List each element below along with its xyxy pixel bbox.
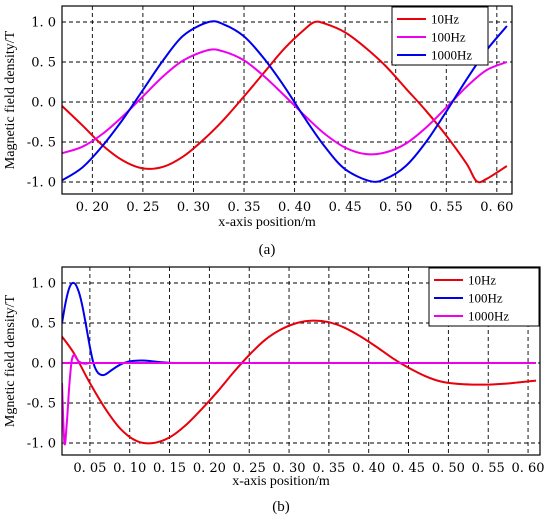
y-axis-title-a: Magnetic field density/T [3, 30, 18, 169]
series-line-a-100hz [62, 48, 508, 156]
plot-frame-a [61, 5, 513, 195]
y-tick-label-b-2: 0. 0 [31, 357, 56, 372]
x-tick-label-b-2: 0. 15 [153, 461, 186, 476]
y-tick-label-a-1: 0. 5 [31, 56, 56, 71]
series-line-b-10hz [62, 319, 537, 445]
x-tick-label-b-7: 0. 40 [352, 461, 385, 476]
plot-frame-b [61, 266, 541, 456]
x-tick-label-a-4: 0. 40 [278, 200, 311, 215]
series-line-b-1000hz [62, 353, 536, 446]
x-tick-label-b-4: 0. 25 [233, 461, 266, 476]
x-tick-label-a-3: 0. 35 [227, 200, 260, 215]
legend-label-b-100hz: 100Hz [468, 291, 503, 306]
legend-label-b-10hz: 10Hz [468, 273, 496, 288]
x-tick-label-b-11: 0. 60 [512, 461, 545, 476]
x-tick-label-a-2: 0. 30 [177, 200, 210, 215]
x-tick-label-a-1: 0. 25 [126, 200, 159, 215]
x-tick-label-a-8: 0. 60 [480, 200, 513, 215]
panel-label-a: (a) [259, 242, 276, 258]
x-tick-labels-b: 0. 05 0. 10 0. 15 0. 20 0. 25 0. 30 0. 35 0. 40… [73, 461, 544, 476]
y-tick-label-b-0: 1. 0 [31, 277, 56, 292]
x-tick-label-a-6: 0. 50 [379, 200, 412, 215]
y-tick-labels-b: 1. 0 0. 5 0. 0 -0. 5 -1. 0 [27, 277, 56, 452]
legend-label-a-10hz: 10Hz [431, 12, 459, 27]
x-tick-label-b-8: 0. 45 [392, 461, 425, 476]
panel-label-b: (b) [272, 499, 290, 515]
x-axis-title-b: x-axis position/m [232, 474, 330, 489]
chart-panel-a: 0. 20 0. 25 0. 30 0. 35 0. 40 0. 45 0. 50 0. 55… [3, 5, 514, 258]
legend-a: 10Hz 100Hz 1000Hz [391, 6, 489, 66]
chart-panel-b: 0. 05 0. 10 0. 15 0. 20 0. 25 0. 30 0. 35 0. 40… [3, 266, 545, 515]
x-tick-label-b-10: 0. 55 [472, 461, 505, 476]
y-tick-label-a-2: 0. 0 [31, 96, 56, 111]
x-tick-labels-a: 0. 20 0. 25 0. 30 0. 35 0. 40 0. 45 0. 50 0. 55… [76, 200, 514, 215]
legend-b: 10Hz 100Hz 1000Hz [428, 267, 540, 327]
legend-label-b-1000hz: 1000Hz [468, 309, 509, 324]
series-line-a-1000hz [62, 20, 508, 183]
x-tick-label-b-1: 0. 10 [113, 461, 146, 476]
series-line-a-10hz [62, 20, 508, 184]
legend-label-a-100hz: 100Hz [431, 30, 466, 45]
series-group-a [62, 20, 508, 184]
y-tick-label-a-0: 1. 0 [31, 16, 56, 31]
y-tick-label-a-3: -0. 5 [27, 136, 56, 151]
x-tick-label-b-5: 0. 30 [273, 461, 306, 476]
y-axis-title-b: Mgnetic field density/T [3, 294, 18, 427]
x-tick-label-a-0: 0. 20 [76, 200, 109, 215]
y-tick-label-a-4: -1. 0 [27, 176, 56, 191]
y-tick-labels-a: 1. 0 0. 5 0. 0 -0. 5 -1. 0 [27, 16, 56, 191]
x-tick-label-a-5: 0. 45 [329, 200, 362, 215]
y-tick-label-b-1: 0. 5 [31, 317, 56, 332]
legend-label-a-1000hz: 1000Hz [431, 48, 472, 63]
x-tick-label-b-3: 0. 20 [193, 461, 226, 476]
series-group-b [62, 281, 537, 446]
y-tick-label-b-3: -0. 5 [27, 397, 56, 412]
x-axis-title-a: x-axis position/m [218, 215, 316, 230]
x-tick-label-b-9: 0. 50 [432, 461, 465, 476]
x-tick-label-b-6: 0. 35 [312, 461, 345, 476]
x-tick-label-a-7: 0. 55 [430, 200, 463, 215]
y-tick-label-b-4: -1. 0 [27, 437, 56, 452]
x-tick-label-b-0: 0. 05 [73, 461, 106, 476]
